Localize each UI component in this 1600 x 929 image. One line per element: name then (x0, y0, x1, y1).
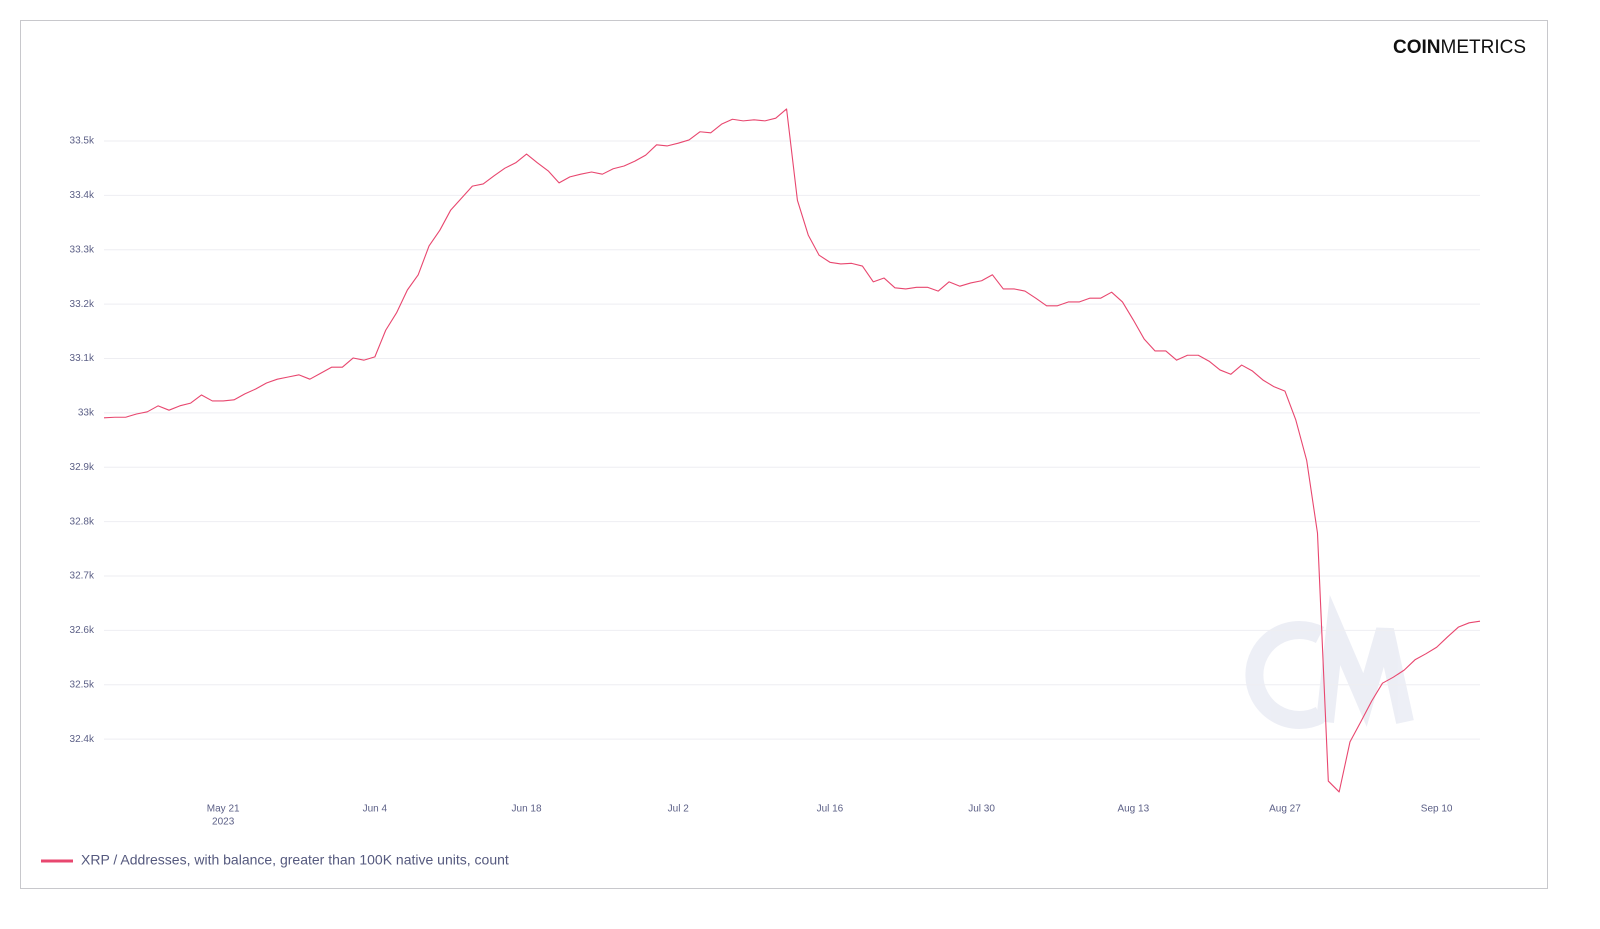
x-tick-label: Jul 30 (968, 804, 995, 815)
y-tick-label: 33.1k (70, 353, 95, 364)
y-tick-label: 33.3k (70, 244, 95, 255)
y-tick-label: 33.5k (70, 136, 95, 147)
x-tick-label: Aug 13 (1117, 804, 1149, 815)
x-tick-label: Jul 2 (668, 804, 690, 815)
x-tick-label: May 21 (207, 804, 240, 815)
data-line (103, 108, 1481, 793)
x-tick-label: Jul 16 (817, 804, 844, 815)
x-tick-label: Aug 27 (1269, 804, 1301, 815)
y-tick-label: 32.4k (70, 734, 95, 745)
y-tick-label: 33k (78, 408, 95, 419)
x-tick-label: Sep 10 (1421, 804, 1453, 815)
x-tick-label: Jun 4 (363, 804, 388, 815)
y-tick-label: 32.8k (70, 516, 95, 527)
y-tick-label: 32.9k (70, 462, 95, 473)
y-tick-label: 32.5k (70, 679, 95, 690)
y-tick-label: 33.4k (70, 190, 95, 201)
x-tick-sublabel: 2023 (212, 817, 235, 828)
brand-light: METRICS (1441, 37, 1527, 58)
frame (20, 20, 1548, 889)
y-tick-label: 32.7k (70, 571, 95, 582)
legend-label: XRP / Addresses, with balance, greater t… (81, 852, 509, 868)
x-tick-label: Jun 18 (512, 804, 542, 815)
brand-bold: COIN (1393, 37, 1441, 58)
brand: COINMETRICS (1393, 37, 1526, 58)
y-tick-label: 32.6k (70, 625, 95, 636)
y-tick-label: 33.2k (70, 299, 95, 310)
watermark-m (1316, 594, 1414, 727)
